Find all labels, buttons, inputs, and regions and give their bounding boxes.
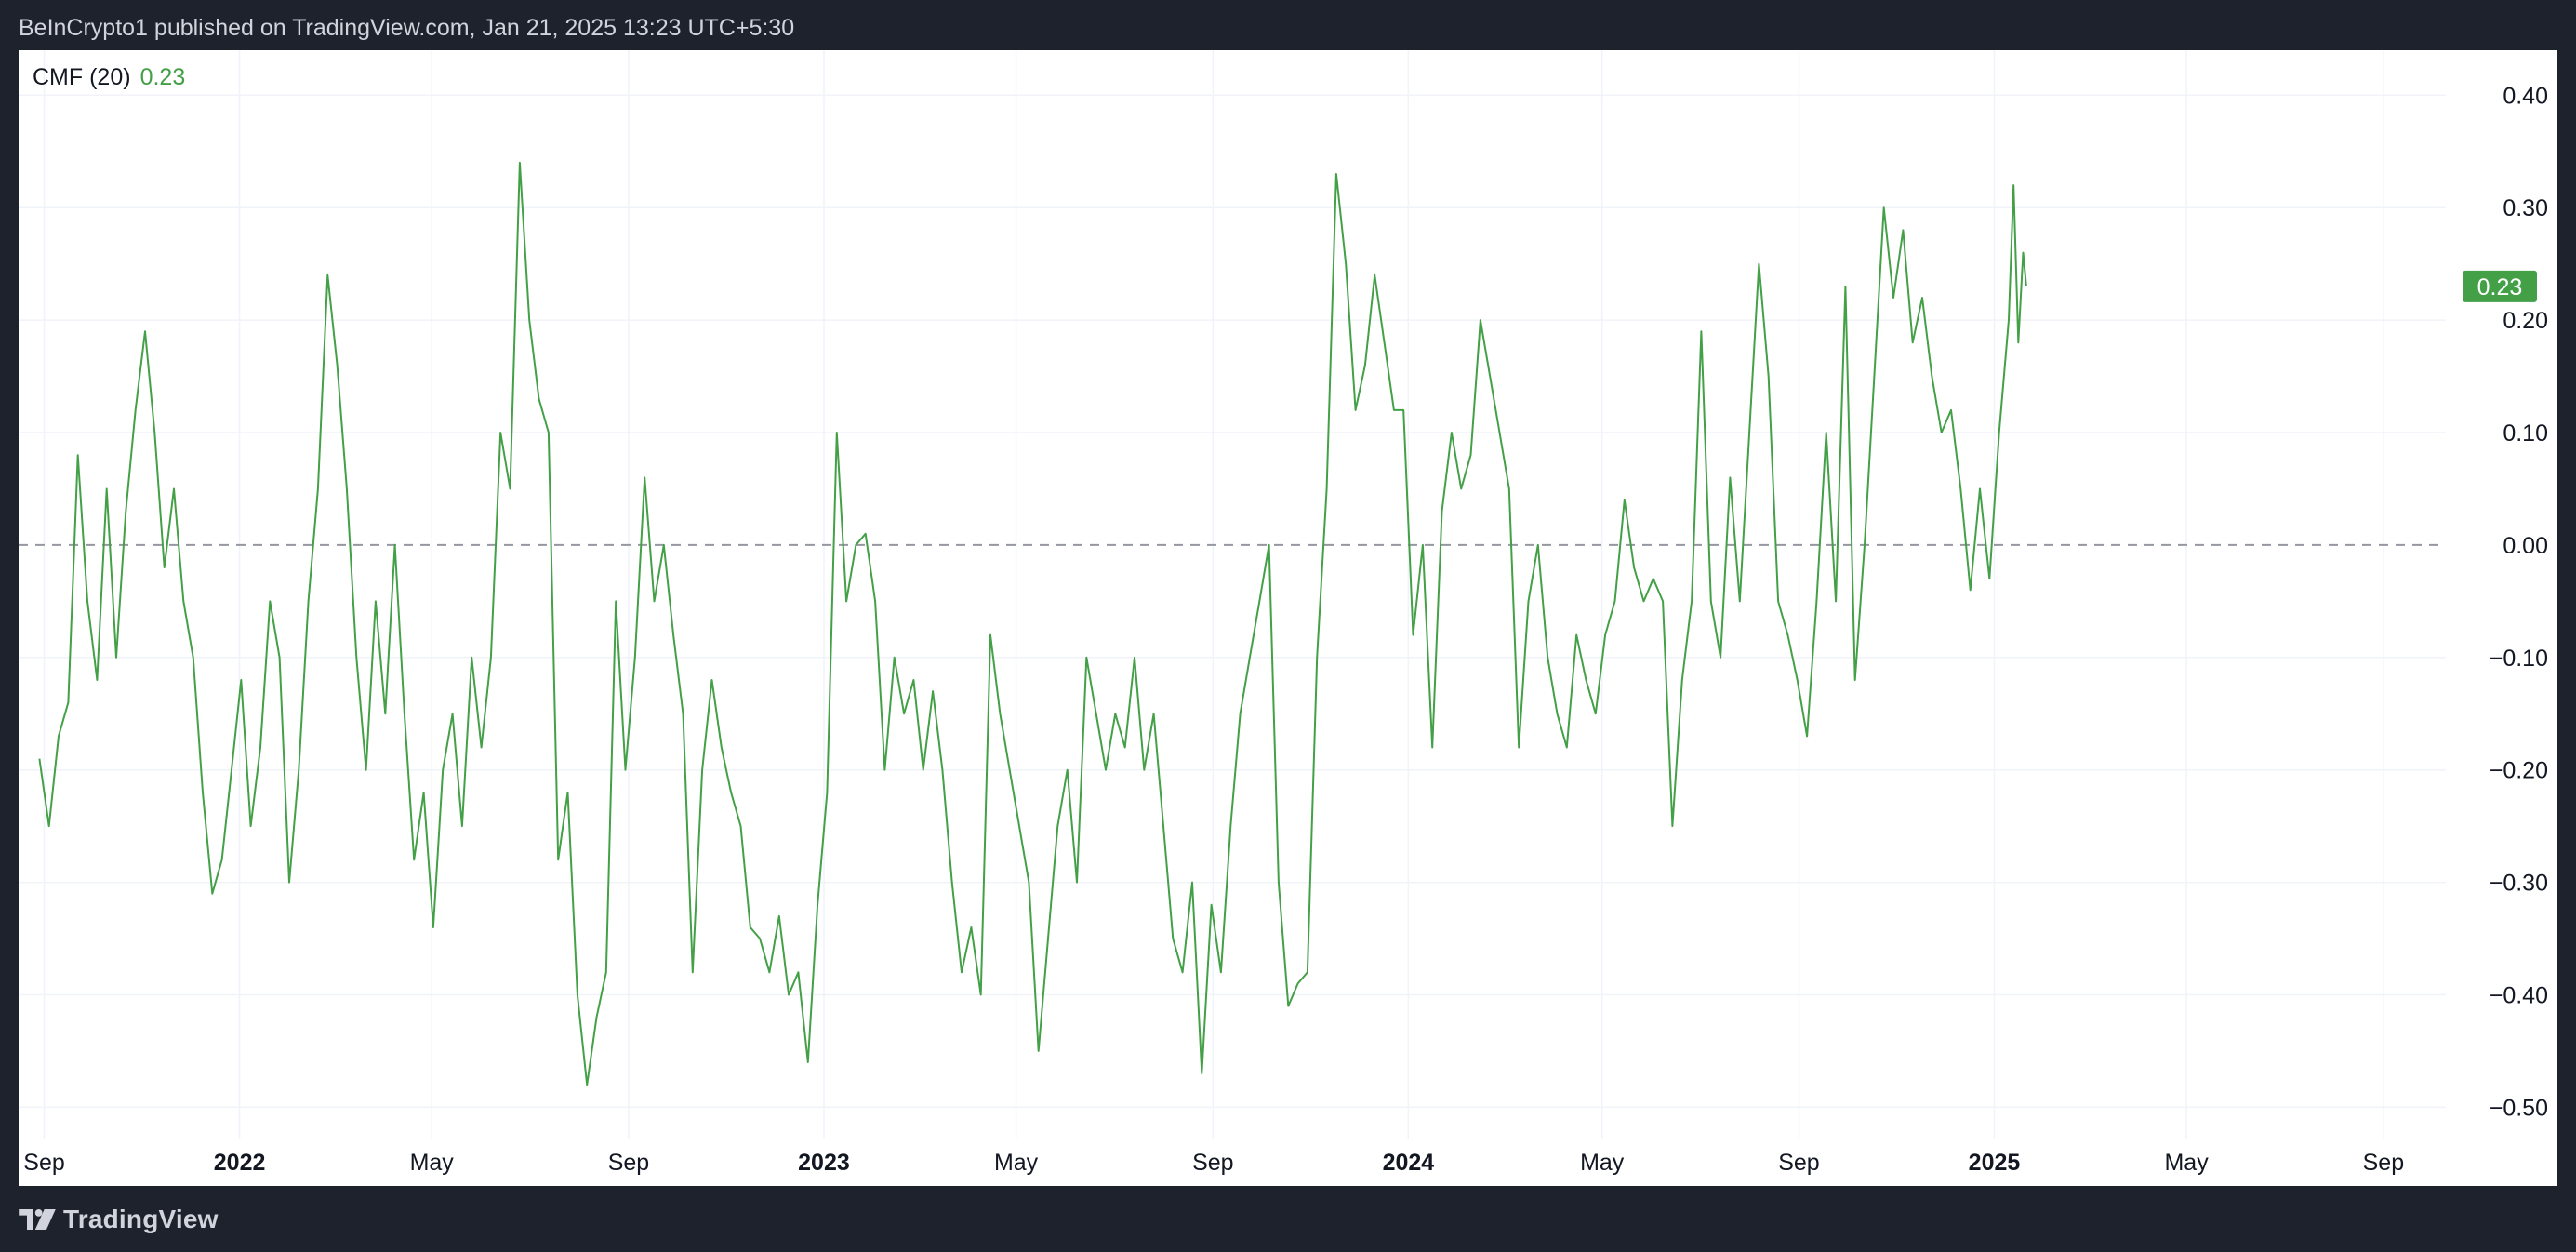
x-tick-label: 2025 bbox=[1969, 1150, 2021, 1176]
x-tick-label: May bbox=[2164, 1150, 2209, 1176]
x-tick-label: Sep bbox=[1778, 1150, 1819, 1176]
chart-canvas[interactable]: 0.40 0.30 0.20 0.10 0.00 −0.10 −0.20 −0.30 −0.40… bbox=[19, 50, 2557, 1186]
publish-attribution: BeInCrypto1 published on TradingView.com… bbox=[19, 15, 795, 41]
grid-layer bbox=[19, 50, 2446, 1139]
x-tick-label: May bbox=[410, 1150, 455, 1176]
indicator-value: 0.23 bbox=[139, 64, 186, 90]
x-tick-label: May bbox=[1580, 1150, 1625, 1176]
brand-name: TradingView bbox=[63, 1205, 219, 1233]
y-tick-label: −0.30 bbox=[2490, 871, 2548, 897]
cmf-series-line[interactable] bbox=[38, 161, 2027, 1086]
y-axis: 0.40 0.30 0.20 0.10 0.00 −0.10 −0.20 −0.30 −0.40… bbox=[2490, 83, 2548, 1121]
current-value-badge-text: 0.23 bbox=[2477, 274, 2523, 300]
y-tick-label: 0.00 bbox=[2503, 533, 2548, 559]
x-tick-label: Sep bbox=[23, 1150, 64, 1176]
y-tick-label: −0.20 bbox=[2490, 758, 2548, 784]
current-value-badge: 0.23 bbox=[2463, 270, 2537, 302]
current-value-badge-bg bbox=[2463, 270, 2537, 302]
x-axis: Sep 2022 May Sep 2023 May Sep 2024 May Sep 2025 May… bbox=[23, 1150, 2404, 1176]
indicator-name: CMF (20) bbox=[33, 64, 131, 90]
chart-panel[interactable]: 0.40 0.30 0.20 0.10 0.00 −0.10 −0.20 −0.30 −0.40… bbox=[19, 50, 2557, 1186]
y-tick-label: 0.30 bbox=[2503, 195, 2548, 221]
y-tick-label: 0.40 bbox=[2503, 83, 2548, 109]
y-tick-label: −0.50 bbox=[2490, 1095, 2548, 1121]
x-tick-label: Sep bbox=[2363, 1150, 2404, 1176]
tradingview-logo-icon bbox=[19, 1209, 56, 1230]
indicator-legend[interactable]: CMF (20) 0.23 bbox=[33, 63, 185, 91]
tradingview-brand[interactable]: TradingView bbox=[19, 1205, 219, 1234]
y-tick-label: 0.10 bbox=[2503, 420, 2548, 446]
x-tick-label: May bbox=[994, 1150, 1039, 1176]
bottom-bar: TradingView bbox=[0, 1186, 2576, 1252]
x-tick-label: 2023 bbox=[798, 1150, 850, 1176]
y-tick-label: −0.10 bbox=[2490, 646, 2548, 672]
y-tick-label: −0.40 bbox=[2490, 982, 2548, 1008]
x-tick-label: 2022 bbox=[214, 1150, 266, 1176]
x-tick-label: 2024 bbox=[1383, 1150, 1435, 1176]
series-layer bbox=[38, 161, 2027, 1086]
x-tick-label: Sep bbox=[608, 1150, 649, 1176]
top-bar: BeInCrypto1 published on TradingView.com… bbox=[0, 0, 2576, 50]
y-tick-label: 0.20 bbox=[2503, 308, 2548, 334]
x-tick-label: Sep bbox=[1192, 1150, 1233, 1176]
